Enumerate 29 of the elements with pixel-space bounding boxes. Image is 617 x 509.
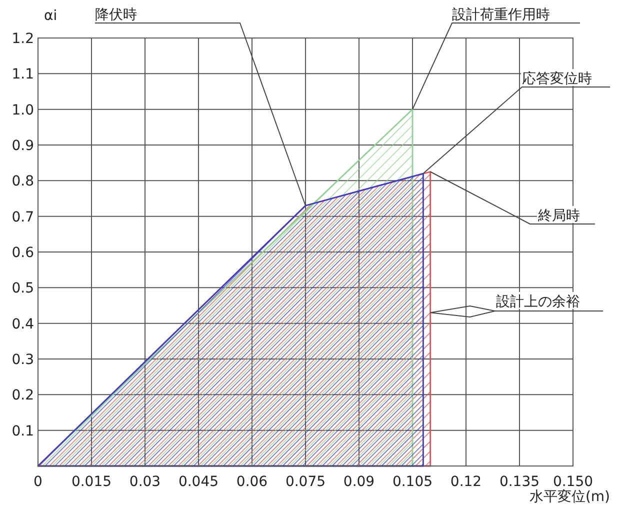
x-tick-label: 0.015 — [71, 474, 112, 490]
y-tick-label: 0.2 — [12, 388, 34, 404]
x-tick-label: 0.075 — [285, 474, 326, 490]
annotation: 終局時 — [537, 208, 580, 224]
y-tick-label: 0.5 — [12, 280, 34, 297]
annotation: 降伏時 — [95, 7, 137, 23]
x-tick-label: 0.135 — [499, 474, 540, 490]
y-tick-label: 1.2 — [12, 31, 34, 47]
x-tick-label: 0.06 — [236, 474, 268, 490]
y-tick-label: 0.7 — [12, 209, 34, 226]
y-tick-label: 0.8 — [12, 174, 34, 190]
y-tick-label: 0.1 — [12, 423, 34, 440]
y-axis-title: αi — [44, 8, 58, 24]
x-tick-label: 0.045 — [178, 474, 219, 490]
x-tick-label: 0.09 — [343, 474, 375, 490]
y-tick-label: 0.3 — [12, 352, 34, 368]
y-tick-label: 0.6 — [12, 245, 34, 261]
x-tick-label: 0.12 — [450, 474, 482, 490]
y-tick-label: 1.1 — [12, 66, 34, 83]
x-tick-label: 0.105 — [392, 474, 433, 490]
x-tick-label: 0.150 — [552, 474, 594, 490]
annotation: 設計上の余裕 — [496, 294, 580, 310]
y-tick-label: 1.0 — [12, 102, 34, 118]
x-tick-label: 0 — [34, 474, 42, 490]
x-tick-label: 0.03 — [129, 474, 161, 490]
annotation: 応答変位時 — [522, 71, 592, 87]
y-tick-label: 0.9 — [12, 138, 34, 154]
y-tick-label: 0.4 — [12, 316, 34, 332]
x-axis-title: 水平変位(m) — [529, 489, 610, 505]
